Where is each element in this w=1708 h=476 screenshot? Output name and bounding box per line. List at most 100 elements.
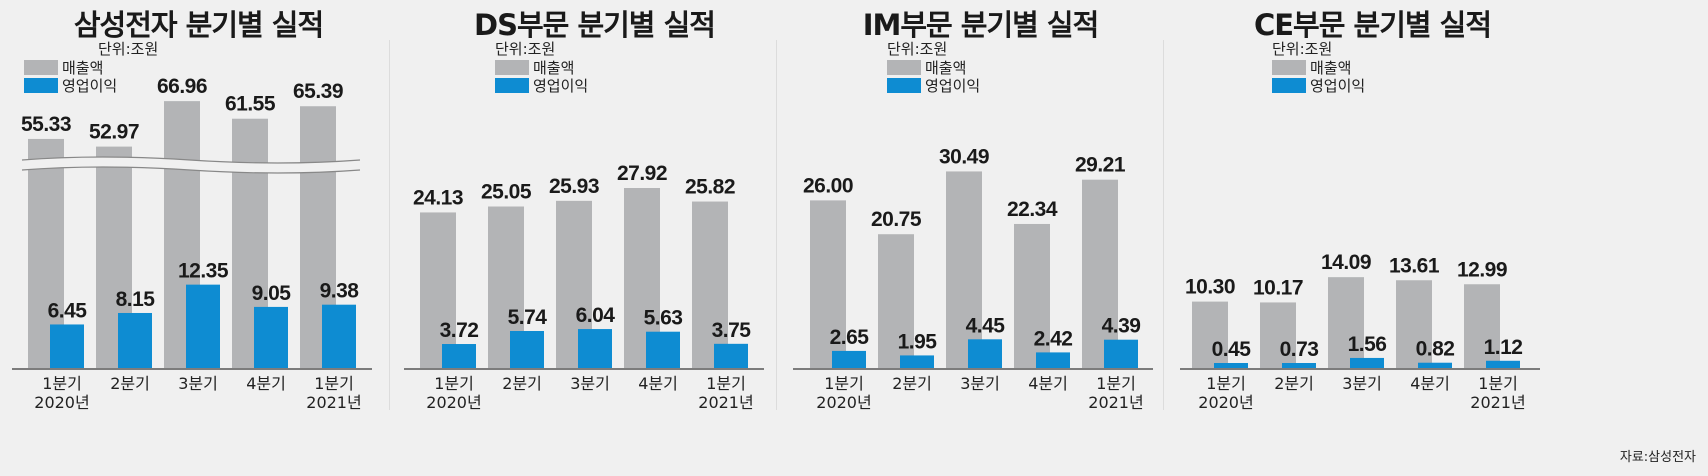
legend-swatch-revenue [24, 59, 58, 75]
legend-swatch-profit [495, 77, 529, 93]
unit-label: 단위:조원 [495, 40, 556, 58]
profit-bar [186, 284, 220, 368]
panel-ce: CE부문 분기별 실적 단위:조원 매출액 영업이익 10.30 10.17 14.… [1164, 0, 1591, 476]
profit-bar [1486, 360, 1520, 368]
revenue-value-label: 55.33 [21, 113, 71, 136]
revenue-value-label: 26.00 [803, 174, 853, 197]
x-tick-label: 4분기 [638, 374, 678, 393]
profit-value-label: 12.35 [178, 260, 229, 283]
panel-ds: DS부문 분기별 실적 단위:조원 매출액 영업이익 24.13 25.05 25.… [390, 0, 817, 476]
legend-revenue: 매출액 [495, 58, 575, 77]
x-tick-year-label: 2021년 [698, 393, 753, 412]
legend-label-profit: 영업이익 [533, 76, 589, 95]
profit-value-label: 4.45 [966, 314, 1006, 337]
revenue-bar [946, 171, 982, 368]
revenue-bar [878, 234, 914, 368]
profit-bar [646, 331, 680, 368]
profit-bar [118, 312, 152, 368]
profit-bar [1418, 362, 1452, 368]
legend-label-revenue: 매출액 [62, 58, 104, 77]
revenue-bar [810, 200, 846, 368]
profit-bar [832, 350, 866, 368]
revenue-bar [1464, 284, 1500, 368]
profit-bar [254, 306, 288, 368]
legend-swatch-profit [24, 77, 58, 93]
x-tick-label: 3분기 [960, 374, 1000, 393]
revenue-value-label: 12.99 [1457, 258, 1507, 281]
profit-bar [322, 304, 356, 368]
x-tick-label: 2분기 [502, 374, 542, 393]
x-tick-label: 1분기 [1096, 374, 1136, 393]
profit-bar [1282, 363, 1316, 368]
chart-svg: 26.00 20.75 30.49 22.34 29.21 2.65 1.95 4.45 2.4… [793, 145, 1153, 412]
profit-bar [50, 324, 84, 368]
x-tick-label: 4분기 [246, 374, 286, 393]
x-tick-label: 1분기 [1206, 374, 1246, 393]
chart-title: DS부문 분기별 실적 [474, 8, 716, 42]
profit-value-label: 3.72 [440, 319, 479, 342]
revenue-bar [1328, 277, 1364, 368]
profit-value-label: 6.04 [576, 304, 616, 327]
revenue-value-label: 14.09 [1321, 251, 1371, 274]
panel-divider [776, 40, 777, 410]
legend-swatch-profit [887, 77, 921, 93]
x-tick-year-label: 2020년 [34, 393, 89, 412]
profit-bar [442, 344, 476, 368]
profit-bar [510, 330, 544, 368]
unit-label: 단위:조원 [887, 40, 948, 58]
profit-value-label: 3.75 [712, 319, 752, 342]
profit-value-label: 9.05 [252, 282, 292, 305]
x-tick-label: 3분기 [178, 374, 218, 393]
legend-label-revenue: 매출액 [1310, 58, 1352, 77]
revenue-bar [420, 212, 456, 368]
revenue-value-label: 61.55 [225, 93, 276, 116]
panel-im: IM부문 분기별 실적 단위:조원 매출액 영업이익 26.00 20.75 30.… [777, 0, 1204, 476]
profit-bar [1350, 357, 1384, 368]
chart-svg: 55.33 52.97 66.96 61.55 65.39 6.45 8.15 12.35 9.… [12, 75, 372, 412]
profit-value-label: 4.39 [1102, 315, 1141, 338]
profit-bar [968, 339, 1002, 368]
revenue-bar [1192, 301, 1228, 368]
profit-value-label: 9.38 [320, 280, 360, 303]
revenue-value-label: 25.82 [685, 176, 735, 199]
x-tick-label: 1분기 [314, 374, 354, 393]
legend-revenue: 매출액 [24, 58, 104, 77]
legend-label-revenue: 매출액 [533, 58, 575, 77]
legend-profit: 영업이익 [24, 76, 117, 95]
profit-value-label: 0.82 [1416, 338, 1455, 361]
revenue-bar [1014, 223, 1050, 368]
revenue-value-label: 66.96 [157, 75, 207, 98]
profit-bar [900, 355, 934, 368]
chart-title: 삼성전자 분기별 실적 [73, 8, 324, 42]
legend-label-revenue: 매출액 [925, 58, 967, 77]
profit-value-label: 1.12 [1484, 336, 1523, 359]
legend-profit: 영업이익 [495, 76, 589, 95]
profit-bar [714, 343, 748, 368]
chart-svg: 24.13 25.05 25.93 27.92 25.82 3.72 5.74 6.04 5.6… [404, 162, 764, 412]
legend-swatch-profit [1272, 77, 1306, 93]
chart-svg: 10.30 10.17 14.09 13.61 12.99 0.45 0.73 1.56 0.8… [1180, 251, 1540, 412]
chart-title: IM부문 분기별 실적 [862, 8, 1100, 42]
revenue-bar [1396, 280, 1432, 368]
profit-value-label: 1.56 [1348, 333, 1387, 356]
revenue-bar [692, 201, 728, 368]
x-tick-label: 2분기 [110, 374, 150, 393]
x-tick-label: 1분기 [42, 374, 82, 393]
x-tick-label: 1분기 [824, 374, 864, 393]
legend-swatch-revenue [495, 59, 529, 75]
source-credit: 자료:삼성전자 [1619, 450, 1696, 465]
profit-bar [578, 329, 612, 368]
unit-label: 단위:조원 [98, 40, 159, 58]
revenue-value-label: 65.39 [293, 80, 343, 103]
profit-value-label: 2.65 [830, 326, 870, 349]
profit-bar [1214, 363, 1248, 368]
x-tick-label: 1분기 [706, 374, 746, 393]
x-tick-label: 3분기 [570, 374, 610, 393]
x-tick-year-label: 2021년 [1088, 393, 1143, 412]
x-tick-year-label: 2020년 [426, 393, 481, 412]
unit-label: 단위:조원 [1272, 40, 1333, 58]
profit-value-label: 1.95 [898, 330, 938, 353]
axis-break-line [21, 166, 361, 174]
panel-samsung: 삼성전자 분기별 실적 단위:조원 매출액 영업이익 55.33 52.97 66.… [0, 0, 427, 476]
